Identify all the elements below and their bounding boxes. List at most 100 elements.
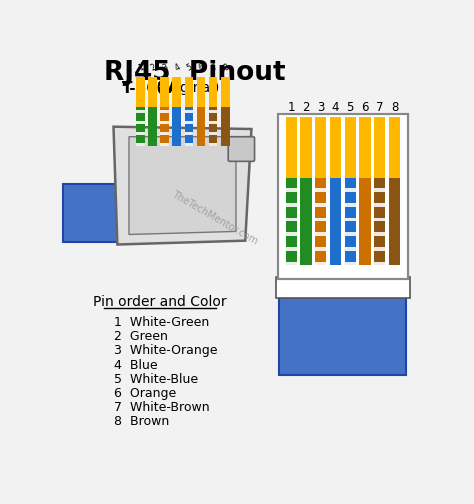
Bar bbox=[374, 117, 385, 179]
Bar bbox=[286, 188, 297, 192]
Bar bbox=[315, 247, 327, 250]
Bar bbox=[221, 107, 229, 146]
Bar bbox=[209, 77, 218, 107]
Bar bbox=[279, 264, 406, 375]
Bar bbox=[359, 117, 371, 179]
Bar bbox=[345, 188, 356, 192]
Bar bbox=[345, 247, 356, 250]
Bar bbox=[184, 107, 193, 146]
Text: (original): (original) bbox=[152, 81, 219, 95]
Polygon shape bbox=[129, 137, 236, 234]
Text: 4: 4 bbox=[173, 62, 182, 73]
Text: 1: 1 bbox=[137, 62, 146, 73]
Bar bbox=[184, 110, 193, 113]
Bar bbox=[301, 117, 312, 179]
Bar bbox=[148, 77, 157, 107]
Bar bbox=[184, 143, 193, 146]
Text: 5  White-Blue: 5 White-Blue bbox=[113, 373, 198, 386]
Bar bbox=[278, 113, 408, 279]
Text: 8: 8 bbox=[391, 101, 398, 114]
Bar bbox=[389, 117, 400, 179]
Bar bbox=[136, 110, 145, 113]
Bar bbox=[315, 218, 327, 221]
Bar bbox=[221, 77, 229, 107]
Text: T-568A: T-568A bbox=[121, 81, 180, 96]
Bar bbox=[286, 218, 297, 221]
Bar bbox=[278, 113, 408, 279]
Bar bbox=[315, 232, 327, 236]
Bar bbox=[136, 107, 145, 146]
Bar bbox=[374, 188, 385, 192]
Bar bbox=[184, 132, 193, 135]
Bar bbox=[173, 77, 181, 107]
Bar bbox=[286, 117, 297, 179]
Bar bbox=[345, 117, 356, 179]
Bar bbox=[330, 177, 341, 265]
Bar bbox=[197, 77, 205, 107]
Text: 5: 5 bbox=[346, 101, 354, 114]
Text: 6: 6 bbox=[361, 101, 369, 114]
Bar bbox=[330, 117, 341, 179]
Bar bbox=[315, 177, 327, 265]
Bar bbox=[160, 77, 169, 107]
Bar bbox=[136, 77, 145, 107]
Bar bbox=[345, 177, 356, 265]
Text: 7  White-Brown: 7 White-Brown bbox=[113, 401, 209, 414]
Bar bbox=[160, 143, 169, 146]
Bar bbox=[160, 132, 169, 135]
Text: 6  Orange: 6 Orange bbox=[113, 387, 176, 400]
Text: 1  White-Green: 1 White-Green bbox=[113, 316, 209, 329]
Bar bbox=[374, 203, 385, 207]
Text: 2: 2 bbox=[149, 62, 157, 73]
Bar bbox=[286, 203, 297, 207]
Text: 7: 7 bbox=[376, 101, 383, 114]
Text: 4: 4 bbox=[332, 101, 339, 114]
Text: 1: 1 bbox=[288, 101, 295, 114]
Bar bbox=[374, 232, 385, 236]
Bar bbox=[136, 121, 145, 124]
Text: 4  Blue: 4 Blue bbox=[113, 358, 157, 371]
Text: 3: 3 bbox=[317, 101, 325, 114]
Bar bbox=[389, 177, 400, 265]
Bar bbox=[374, 177, 385, 265]
Bar bbox=[184, 121, 193, 124]
Bar bbox=[359, 177, 371, 265]
Bar bbox=[301, 177, 312, 265]
Bar bbox=[184, 77, 193, 107]
Bar bbox=[197, 107, 205, 146]
Bar bbox=[374, 262, 385, 265]
Bar bbox=[160, 110, 169, 113]
Text: 6: 6 bbox=[198, 62, 206, 73]
Bar bbox=[315, 203, 327, 207]
FancyBboxPatch shape bbox=[228, 137, 255, 161]
Text: Pin order and Color: Pin order and Color bbox=[93, 295, 227, 309]
Text: 8: 8 bbox=[222, 62, 230, 73]
Bar bbox=[315, 117, 327, 179]
Bar bbox=[315, 262, 327, 265]
Text: 3  White-Orange: 3 White-Orange bbox=[113, 344, 217, 357]
Bar bbox=[276, 277, 410, 298]
Bar bbox=[345, 262, 356, 265]
Bar bbox=[209, 121, 218, 124]
Polygon shape bbox=[113, 127, 251, 244]
Bar bbox=[345, 203, 356, 207]
Bar bbox=[209, 132, 218, 135]
Bar bbox=[209, 107, 218, 146]
Bar bbox=[286, 232, 297, 236]
Bar bbox=[63, 184, 164, 242]
Text: TheTechMentor.com: TheTechMentor.com bbox=[170, 189, 259, 246]
Bar bbox=[136, 143, 145, 146]
Bar bbox=[160, 121, 169, 124]
Text: 5: 5 bbox=[185, 62, 194, 73]
Bar bbox=[160, 107, 169, 146]
Text: 2  Green: 2 Green bbox=[113, 330, 167, 343]
Bar bbox=[136, 132, 145, 135]
Bar bbox=[286, 262, 297, 265]
Bar bbox=[148, 107, 157, 146]
Bar bbox=[315, 188, 327, 192]
Bar bbox=[209, 143, 218, 146]
Bar bbox=[345, 218, 356, 221]
Text: 7: 7 bbox=[210, 62, 218, 73]
Bar bbox=[286, 177, 297, 265]
Text: 8  Brown: 8 Brown bbox=[113, 415, 169, 428]
